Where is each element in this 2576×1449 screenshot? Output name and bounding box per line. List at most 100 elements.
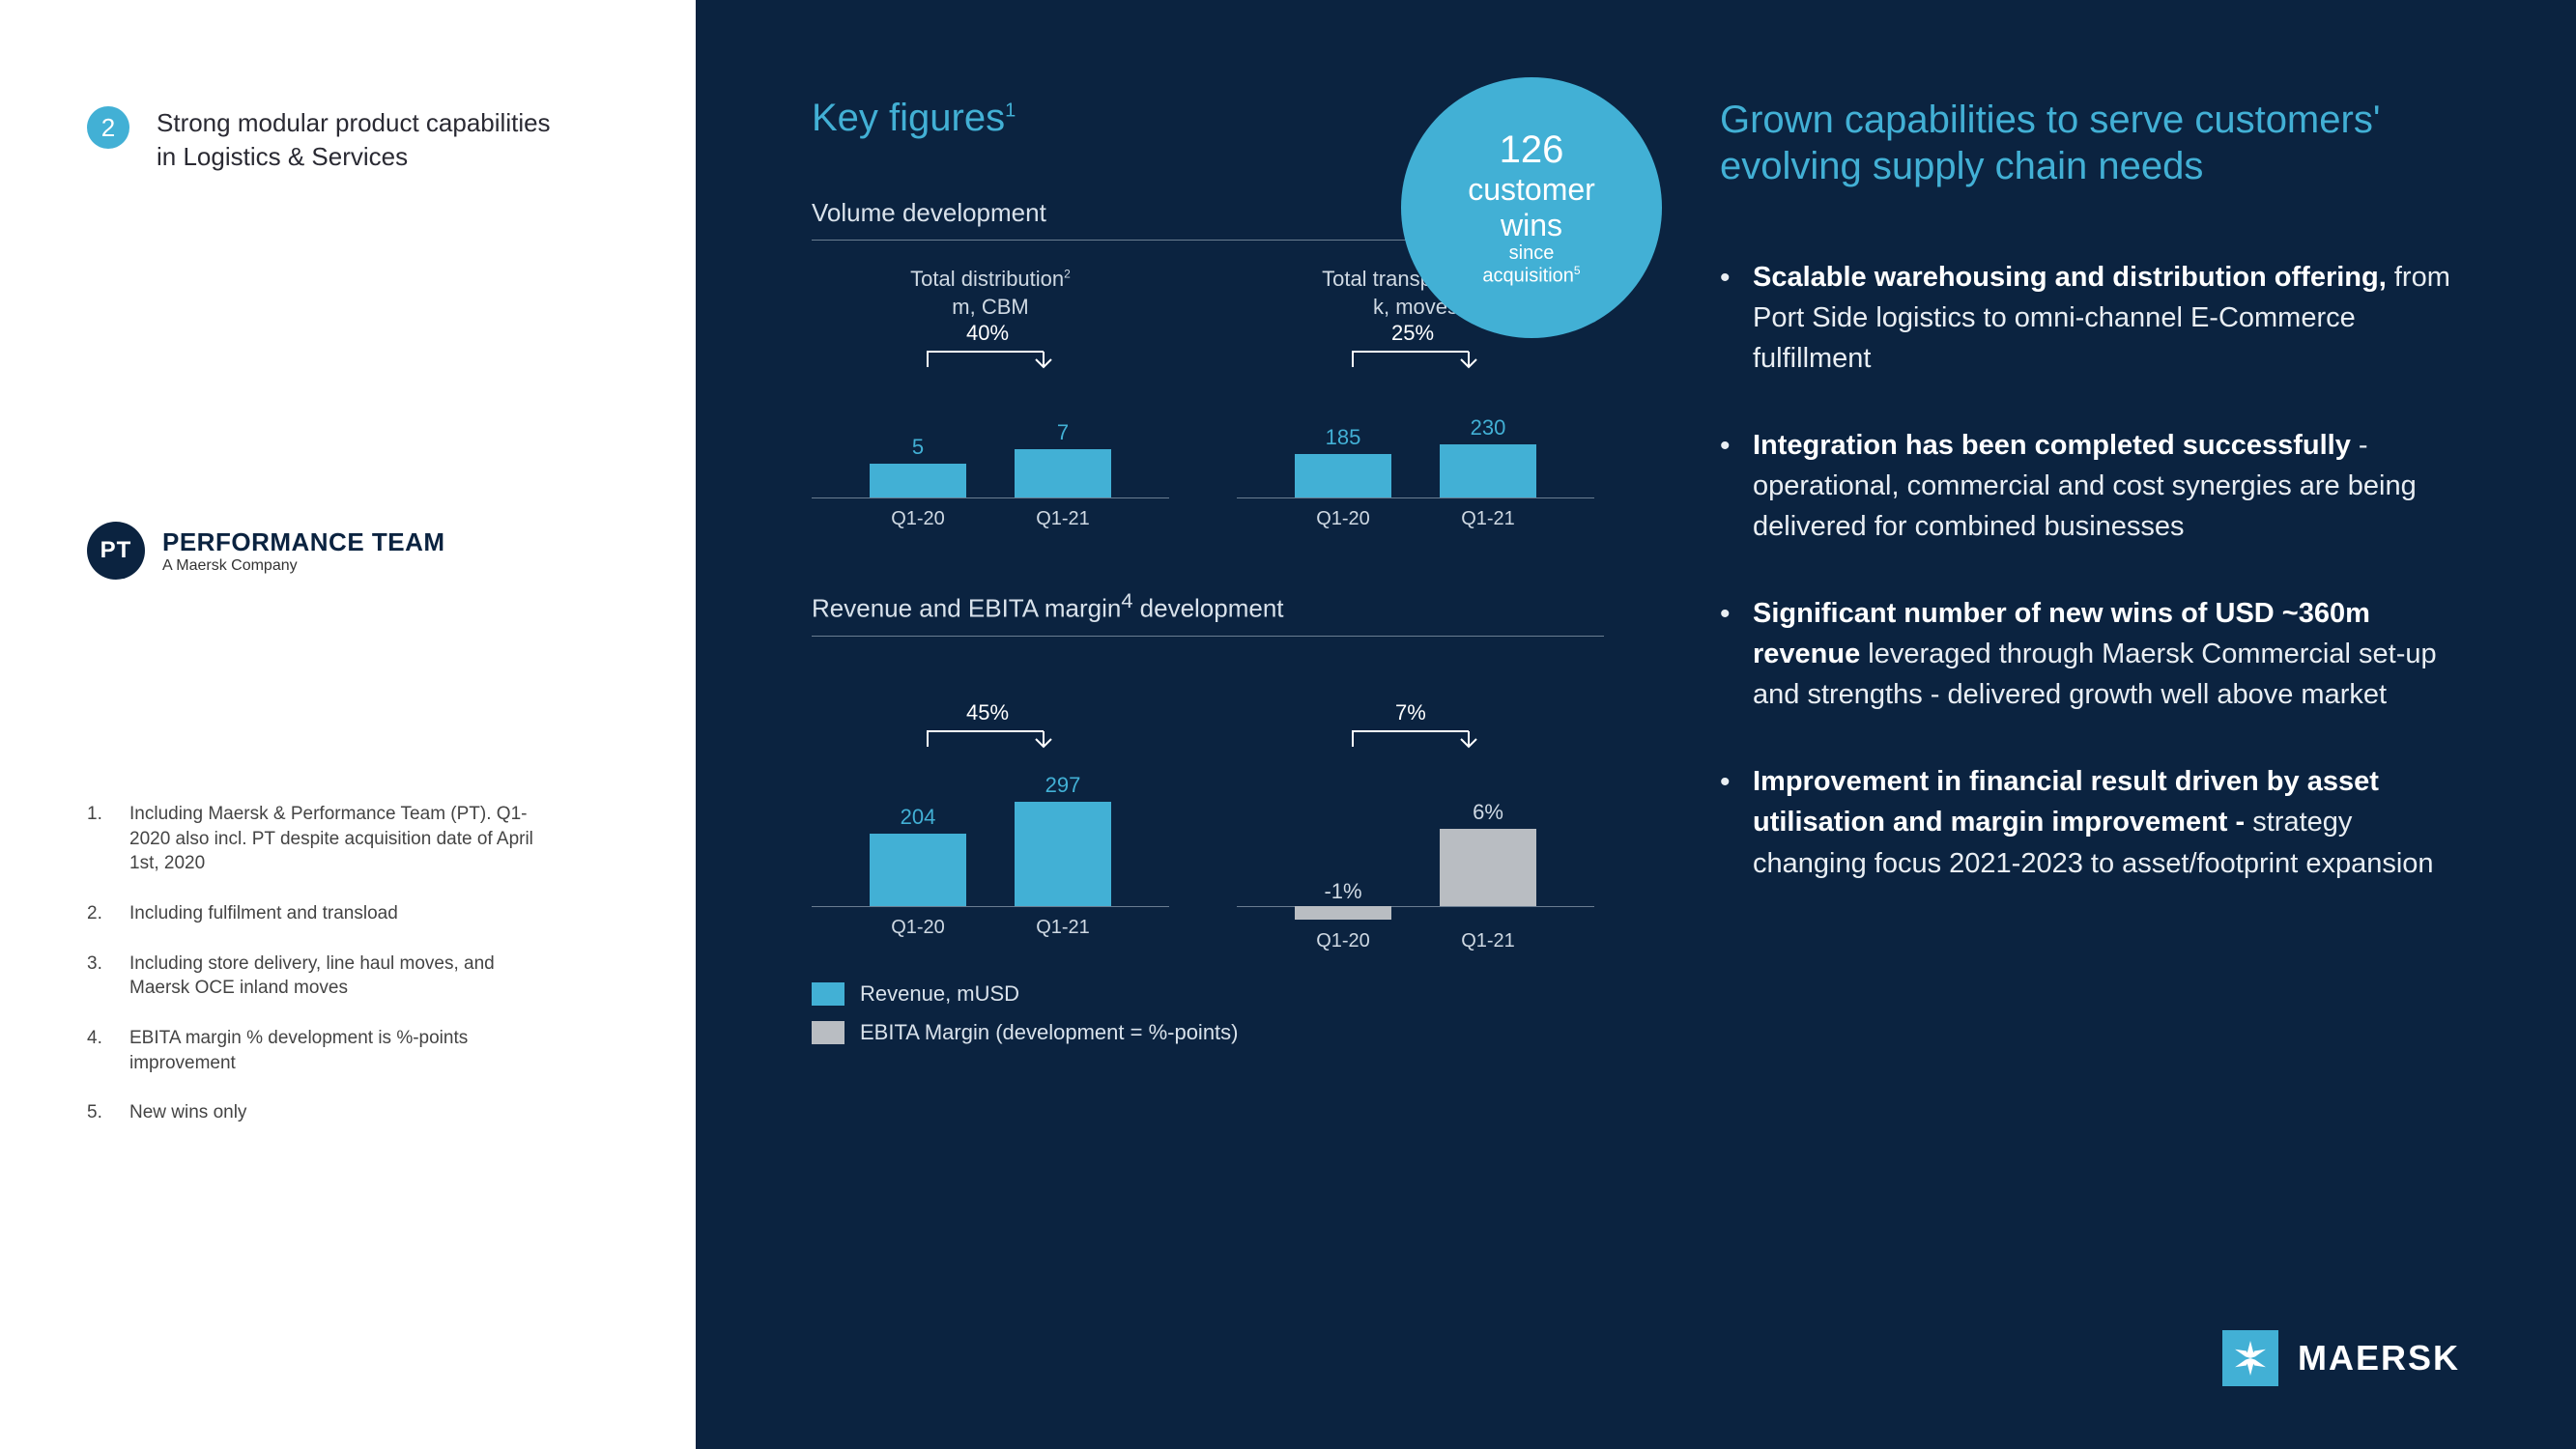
bar [1015,449,1111,497]
bullet-bold: Integration has been completed successfu… [1753,430,2351,461]
legend-swatch [812,982,844,1006]
legend-label: EBITA Margin (development = %-points) [860,1020,1239,1045]
revenue-chart: 45% 204 297 Q1-20 Q1-21 [812,662,1169,952]
bars-wrap: 7% -1% 6% [1237,714,1594,907]
footnote-num: 1. [87,802,108,876]
section-sup: 4 [1121,588,1132,612]
section-number-badge: 2 [87,106,129,149]
bar-value: 204 [901,805,936,830]
footnote-text: New wins only [129,1100,246,1125]
left-panel: 2 Strong modular product capabilities in… [0,0,696,1449]
x-label: Q1-21 [1440,508,1536,530]
chart-title: Total distribution2 m, CBM [812,266,1169,321]
bars-wrap: 25% 185 230 [1237,334,1594,498]
key-figures-column: 126 customer wins since acquisition5 Key… [812,97,1604,1381]
growth-label: 25% [1391,321,1434,346]
x-labels: Q1-20 Q1-21 [1237,508,1594,530]
section-tail: development [1132,594,1283,623]
x-label: Q1-21 [1015,917,1111,939]
footnote-text: EBITA margin % development is %-points i… [129,1026,555,1075]
bar-negative [1295,906,1391,920]
badge-sup: 5 [1574,264,1581,277]
badge-line: acquisition5 [1482,265,1580,288]
chart-title-l1: Total distribution [910,267,1064,291]
bar [870,834,966,906]
legend-swatch [812,1021,844,1044]
bar-group: 5 [870,435,966,497]
badge-number: 126 [1500,128,1564,172]
x-label: Q1-20 [1295,508,1391,530]
growth-label: 40% [966,321,1009,346]
bullet: Improvement in financial result driven b… [1720,761,2460,883]
growth-arrow: 40% [908,338,1073,377]
x-label: Q1-20 [1295,930,1391,952]
key-figures-sup: 1 [1005,100,1016,122]
bar-group: 297 [1015,773,1111,906]
bullet: Integration has been completed successfu… [1720,425,2460,547]
badge-line: since [1509,242,1555,265]
growth-label: 45% [966,700,1009,725]
maersk-logo: MAERSK [2222,1330,2460,1386]
revenue-chart-row: 45% 204 297 Q1-20 Q1-21 [812,662,1604,952]
ebita-chart: 7% -1% 6% Q1-20 [1237,662,1594,952]
x-label: Q1-21 [1015,508,1111,530]
bar [1015,802,1111,906]
bar-value: 5 [912,435,924,460]
legend: Revenue, mUSD EBITA Margin (development … [812,981,1604,1045]
performance-team-logo: PT PERFORMANCE TEAM A Maersk Company [87,522,609,580]
bar-group: 185 [1295,425,1391,497]
narrative-title: Grown capabilities to serve customers' e… [1720,97,2460,189]
x-label: Q1-20 [870,917,966,939]
distribution-chart: Total distribution2 m, CBM 40% 5 [812,266,1169,530]
footnotes: 1. Including Maersk & Performance Team (… [87,802,609,1151]
growth-label: 7% [1395,700,1426,725]
bar-group: -1% [1295,879,1391,906]
maersk-star-icon [2222,1330,2278,1386]
bars-wrap: 40% 5 7 [812,334,1169,498]
growth-arrow: 45% [908,718,1073,756]
pt-logo-text: PERFORMANCE TEAM A Maersk Company [162,527,445,575]
badge-line: customer [1468,172,1595,208]
right-panel: 126 customer wins since acquisition5 Key… [696,0,2576,1449]
bullet: Scalable warehousing and distribution of… [1720,257,2460,379]
bar-value: 7 [1057,420,1069,445]
x-labels: Q1-20 Q1-21 [812,917,1169,939]
key-figures-label: Key figures [812,97,1005,139]
footnote-num: 2. [87,901,108,926]
bar-value: -1% [1324,879,1361,904]
bullets: Scalable warehousing and distribution of… [1720,257,2460,884]
footnote: 4. EBITA margin % development is %-point… [87,1026,609,1075]
footnote-text: Including Maersk & Performance Team (PT)… [129,802,555,876]
right-columns: 126 customer wins since acquisition5 Key… [812,97,2460,1381]
bar [1295,454,1391,497]
bullet: Significant number of new wins of USD ~3… [1720,593,2460,715]
badge-word: acquisition [1482,266,1574,287]
pt-logo-line2: A Maersk Company [162,557,445,575]
legend-label: Revenue, mUSD [860,981,1019,1007]
legend-item: Revenue, mUSD [812,981,1604,1007]
bar-group: 7 [1015,420,1111,497]
footnote-num: 3. [87,952,108,1001]
footnote-num: 5. [87,1100,108,1125]
bar-group: 6% [1440,800,1536,906]
bar-group: 230 [1440,415,1536,497]
footnote-text: Including fulfilment and transload [129,901,398,926]
bullet-bold: Scalable warehousing and distribution of… [1753,262,2387,293]
footnote-text: Including store delivery, line haul move… [129,952,555,1001]
x-label: Q1-20 [870,508,966,530]
footnote: 5. New wins only [87,1100,609,1125]
growth-arrow: 25% [1333,338,1498,377]
legend-item: EBITA Margin (development = %-points) [812,1020,1604,1045]
bar [870,464,966,497]
x-label: Q1-21 [1440,930,1536,952]
bars-wrap: 45% 204 297 [812,714,1169,907]
bar-value: 230 [1471,415,1506,440]
bar-group: 204 [870,805,966,906]
bar [1440,444,1536,497]
bar-value: 6% [1473,800,1503,825]
bar-value: 185 [1326,425,1361,450]
pt-logo-line1: PERFORMANCE TEAM [162,527,445,557]
chart-title-sup: 2 [1064,268,1071,281]
pt-logo-mark: PT [87,522,145,580]
footnote: 1. Including Maersk & Performance Team (… [87,802,609,876]
